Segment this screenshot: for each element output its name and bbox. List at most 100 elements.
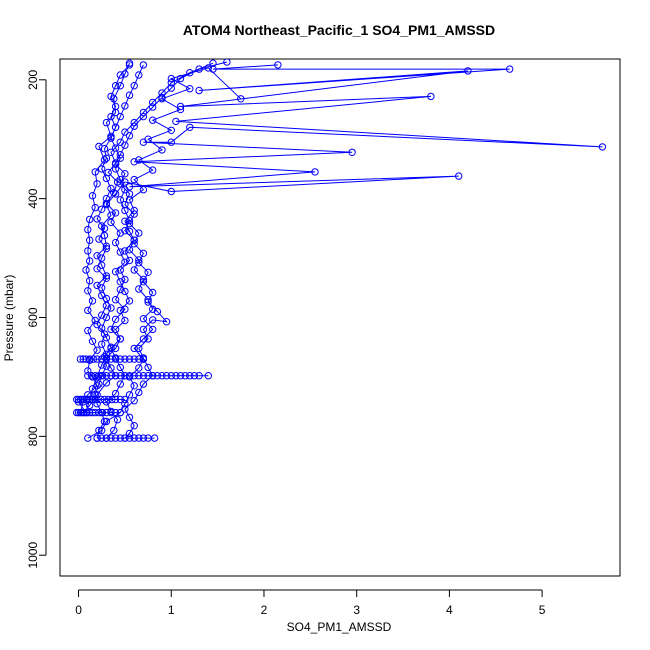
data-point: [84, 306, 92, 315]
data-point: [121, 395, 129, 404]
data-point: [186, 85, 194, 93]
data-point: [158, 93, 166, 102]
data-point: [93, 400, 101, 408]
data-point: [111, 434, 120, 442]
data-point: [130, 422, 138, 430]
data-point: [86, 257, 94, 265]
data-point: [88, 192, 97, 200]
data-point: [158, 146, 166, 154]
data-point: [139, 434, 148, 442]
data-point: [102, 362, 111, 370]
data-point: [125, 372, 134, 380]
data-point: [135, 156, 143, 164]
data-point: [95, 380, 103, 388]
data-point: [121, 186, 129, 194]
data-point: [195, 86, 203, 95]
data-point: [130, 158, 138, 166]
data-point: [162, 372, 171, 380]
data-point: [125, 413, 134, 421]
data-point: [176, 74, 185, 83]
data-point: [135, 372, 143, 380]
data-point: [102, 379, 111, 387]
data-point: [100, 417, 109, 426]
data-point: [111, 344, 120, 353]
data-point: [125, 132, 134, 140]
x-tick-label: 2: [261, 603, 268, 617]
data-point: [139, 325, 148, 334]
data-point: [84, 434, 92, 442]
data-point: [93, 252, 101, 260]
series-line-6: [105, 62, 214, 439]
data-point: [167, 126, 176, 135]
data-point: [116, 363, 125, 372]
y-tick-label: 800: [26, 426, 40, 446]
data-point: [93, 180, 101, 188]
data-point: [149, 166, 157, 174]
series-line-7: [114, 61, 228, 439]
data-point: [144, 298, 152, 306]
data-point: [102, 294, 111, 303]
data-point: [186, 123, 194, 132]
data-point: [84, 225, 92, 234]
data-point: [102, 154, 111, 162]
data-point: [139, 315, 148, 323]
data-point: [237, 95, 245, 103]
x-tick-label: 1: [168, 603, 175, 617]
data-point: [102, 355, 111, 363]
y-tick-label: 1000: [26, 542, 40, 569]
data-point: [86, 236, 94, 244]
data-point: [130, 122, 138, 130]
data-point: [107, 134, 115, 142]
x-axis: 0 1 2 3 4 5: [75, 589, 546, 617]
data-point: [135, 259, 143, 267]
data-point: [98, 205, 106, 214]
data-point: [130, 175, 138, 184]
data-point: [139, 278, 148, 286]
data-point: [93, 215, 101, 223]
data-point: [102, 417, 111, 426]
data-point: [121, 287, 129, 296]
data-point: [91, 372, 99, 380]
data-point: [116, 112, 125, 121]
data-point: [121, 141, 129, 149]
data-point: [153, 372, 162, 380]
data-point: [167, 84, 176, 92]
data-point: [130, 372, 138, 380]
data-point: [113, 416, 122, 424]
data-point: [98, 284, 106, 292]
data-point: [116, 306, 125, 315]
data-point: [125, 190, 134, 198]
data-point: [107, 372, 115, 380]
data-point: [464, 67, 472, 75]
data-point: [149, 325, 157, 334]
data-point: [153, 307, 162, 316]
data-point: [83, 408, 91, 417]
data-point: [108, 395, 116, 404]
data-point: [121, 316, 129, 325]
data-point: [107, 355, 115, 363]
data-point: [135, 71, 143, 79]
data-point: [98, 355, 106, 363]
data-point: [167, 79, 176, 87]
data-point: [93, 391, 101, 399]
data-point: [125, 246, 134, 254]
data-point: [121, 102, 129, 110]
data-point: [150, 434, 159, 442]
data-point: [107, 408, 115, 417]
data-point: [144, 135, 152, 143]
data-point: [116, 151, 125, 159]
data-point: [111, 165, 120, 173]
data-point: [86, 395, 94, 404]
data-point: [348, 148, 356, 157]
data-point: [95, 372, 103, 380]
data-point: [195, 372, 203, 380]
data-point: [130, 344, 138, 353]
data-point: [84, 395, 92, 404]
data-point: [107, 148, 115, 157]
data-point: [125, 429, 134, 438]
data-point: [121, 227, 129, 235]
x-tick-label: 4: [446, 603, 453, 617]
data-point: [139, 61, 148, 69]
data-point: [125, 297, 134, 305]
data-point: [111, 296, 120, 304]
